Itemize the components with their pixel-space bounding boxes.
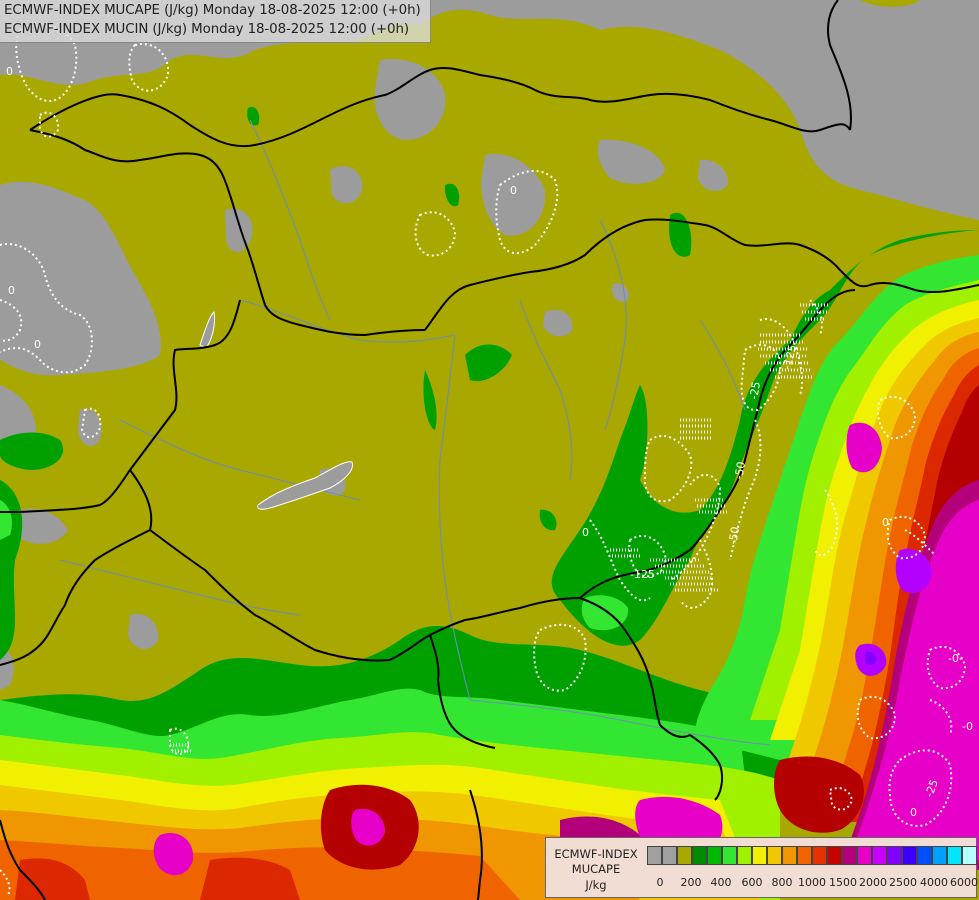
legend-tick-label: 1000: [798, 876, 826, 889]
no-cape-area: [543, 309, 573, 337]
no-cape-area: [597, 139, 665, 184]
legend-parameter-name: MUCAPE: [571, 862, 621, 876]
contour-label: 0: [6, 65, 13, 78]
lake: [199, 311, 215, 349]
cape-olive-area: [0, 95, 12, 150]
cape-dark-green-area: [444, 183, 460, 207]
lake: [257, 461, 354, 510]
legend-swatch: [947, 846, 962, 865]
cape-light-green-area: [0, 500, 12, 540]
cape-violet-area: [895, 548, 932, 594]
legend-swatch: [647, 846, 662, 865]
cin-contour-labels: 0 0 0 0 0 0 -0- -0 0 -25 -50 -50 -125 -2…: [6, 65, 973, 819]
contour-label: 0: [34, 338, 41, 351]
legend-tick-label: 6000: [950, 876, 978, 889]
contour-label: 0: [910, 806, 917, 819]
legend-swatch: [917, 846, 932, 865]
color-legend: ECMWF-INDEX MUCAPE J/kg 0 200 400 600 800 100…: [545, 837, 978, 898]
cape-red-area: [200, 857, 300, 900]
contour-label: -0: [962, 720, 973, 733]
cape-dark-green-area: [539, 509, 557, 531]
legend-model-name: ECMWF-INDEX: [554, 847, 638, 861]
cape-magenta-area: [848, 500, 979, 860]
legend-swatch: [857, 846, 872, 865]
cape-red-area: [15, 858, 90, 900]
contour-label: -25: [747, 381, 763, 401]
legend-swatch: [962, 846, 977, 865]
contour-label: -25: [923, 778, 941, 799]
no-cape-area: [698, 159, 729, 191]
cape-magenta-area: [351, 808, 385, 846]
no-cape-area: [20, 508, 68, 544]
legend-swatch: [902, 846, 917, 865]
legend-swatch: [827, 846, 842, 865]
cape-violet-area: [865, 651, 877, 665]
cin-dense-patches: [170, 303, 830, 753]
legend-swatch: [932, 846, 947, 865]
contour-label: -125: [630, 568, 655, 581]
legend-swatch: [797, 846, 812, 865]
legend-swatch: [782, 846, 797, 865]
legend-tick-label: 1500: [829, 876, 857, 889]
contour-label: 0: [8, 284, 15, 297]
legend-tick-label: 4000: [920, 876, 948, 889]
legend-swatch: [737, 846, 752, 865]
legend-tick-label: 800: [771, 876, 793, 889]
cin-contours: [0, 24, 967, 896]
legend-swatch: [812, 846, 827, 865]
legend-swatch: [872, 846, 887, 865]
legend-tick-label: 400: [710, 876, 732, 889]
legend-swatch: [767, 846, 782, 865]
legend-swatch: [887, 846, 902, 865]
legend-unit: J/kg: [585, 878, 607, 892]
no-cape-area: [0, 181, 161, 376]
cape-dark-green-area: [0, 432, 64, 470]
legend-swatch: [692, 846, 707, 865]
cape-magenta-area: [153, 832, 194, 876]
cape-dark-red-area: [774, 756, 864, 833]
legend-tick-label: 200: [680, 876, 702, 889]
contour-label: -125: [780, 343, 799, 370]
legend-swatch: [842, 846, 857, 865]
legend-swatch: [662, 846, 677, 865]
cape-dark-green-area: [465, 344, 512, 382]
contour-label: -50: [726, 526, 742, 546]
cape-dark-green-area: [669, 212, 692, 257]
legend-tick-label: 600: [741, 876, 763, 889]
legend-swatch: [677, 846, 692, 865]
rivers: [59, 119, 771, 746]
legend-tick-label: 0: [656, 876, 664, 889]
contour-label: 0: [582, 526, 589, 539]
legend-swatch: [752, 846, 767, 865]
map-title-cape: ECMWF-INDEX MUCAPE (J/kg) Monday 18-08-2…: [4, 3, 421, 18]
map-title-box: ECMWF-INDEX MUCAPE (J/kg) Monday 18-08-2…: [0, 0, 431, 43]
no-cape-area: [128, 613, 159, 650]
no-cape-area: [481, 154, 546, 236]
legend-swatch: [707, 846, 722, 865]
no-cape-area: [374, 59, 446, 140]
legend-tick-label: 2500: [889, 876, 917, 889]
legend-swatch-bar: [647, 846, 977, 866]
contour-label: 0: [882, 516, 889, 529]
cape-olive-area: [860, 0, 920, 7]
no-cape-area: [330, 166, 363, 204]
no-cape-area: [78, 409, 102, 447]
cape-magenta-area: [846, 422, 882, 473]
contour-label: 0: [510, 184, 517, 197]
contour-label: -50: [732, 461, 748, 481]
legend-tick-label: 2000: [859, 876, 887, 889]
contour-label: -0-: [948, 652, 963, 665]
legend-swatch: [722, 846, 737, 865]
map-title-cin: ECMWF-INDEX MUCIN (J/kg) Monday 18-08-20…: [4, 22, 409, 37]
cape-dark-green-area: [423, 370, 437, 430]
cape-dark-green-area: [551, 230, 979, 646]
